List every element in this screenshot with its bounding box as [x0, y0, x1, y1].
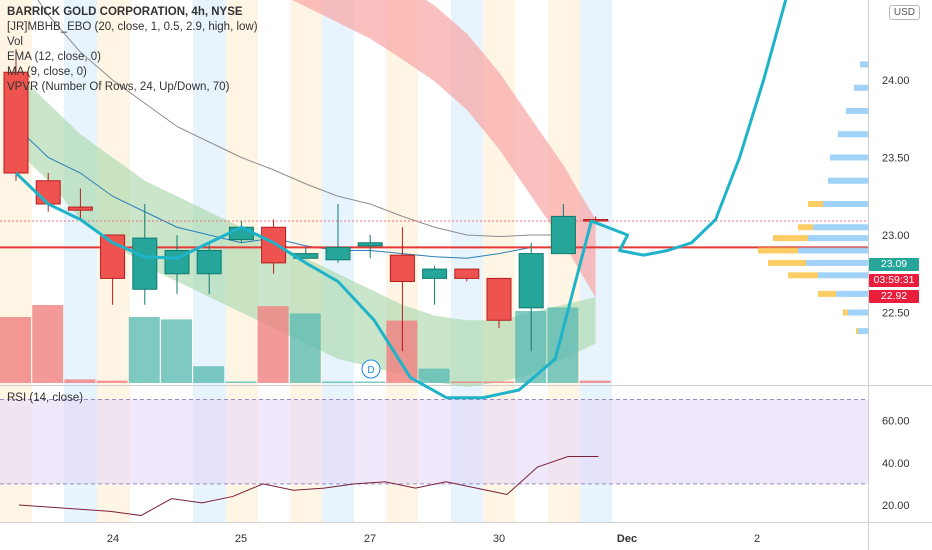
candle-body — [550, 215, 576, 255]
last-price-tag: 22.92 — [869, 290, 919, 303]
vpvr-row-up — [806, 259, 868, 266]
vpvr-row-up — [813, 224, 868, 231]
candle-body — [583, 219, 609, 222]
vpvr-row-down — [843, 309, 848, 316]
chart-title: BARRICK GOLD CORPORATION, 4h, NYSE — [7, 6, 243, 18]
candle-body — [422, 268, 448, 279]
vpvr-row-up — [860, 61, 868, 68]
vpvr-row-down — [808, 201, 823, 207]
volume-bar — [0, 317, 31, 383]
vpvr-row-up — [828, 177, 868, 184]
last-close-tag: 23.09 — [869, 258, 919, 271]
time-tick-label: 2 — [754, 533, 760, 545]
vpvr-row-up — [838, 131, 868, 138]
time-tick-label: 27 — [364, 533, 376, 545]
vpvr-row-up — [798, 247, 868, 254]
candle-body — [486, 277, 512, 321]
volume-bar — [418, 368, 450, 383]
vpvr-row-down — [856, 328, 858, 335]
time-tick-label: 30 — [493, 533, 505, 545]
candle-body — [357, 242, 383, 247]
indicator-vol[interactable]: Vol — [7, 36, 23, 48]
time-tick-label: 25 — [235, 533, 247, 545]
indicator-ma[interactable]: MA (9, close, 0) — [7, 66, 87, 78]
rsi-legend: RSI (14, close) — [7, 391, 83, 406]
countdown-tag: 03:59:31 — [869, 274, 919, 287]
indicator-ema[interactable]: EMA (12, close, 0) — [7, 51, 101, 63]
indicator-mbhb[interactable]: [JR]MBHB_EBO (20, close, 1, 0.5, 2.9, hi… — [7, 21, 258, 33]
volume-bar — [32, 305, 64, 383]
price-tick-label: 22.50 — [882, 308, 910, 320]
vpvr-row-up — [854, 84, 868, 91]
ema-line — [14, 0, 788, 400]
volume-bar — [128, 317, 160, 383]
time-tick-label: 24 — [107, 533, 119, 545]
volume-bar — [193, 366, 225, 383]
ma-slow-line — [37, 0, 564, 238]
vpvr-row-up — [836, 290, 868, 297]
rsi-tick-label: 60.00 — [882, 416, 910, 428]
volume-bar — [161, 319, 192, 383]
volume-bar — [96, 380, 128, 383]
candle-body — [518, 253, 544, 309]
vpvr-row-down — [758, 247, 798, 254]
vpvr-row-up — [823, 201, 868, 207]
volume-bar — [354, 381, 386, 383]
vpvr-row-up — [818, 272, 868, 279]
candle-body — [196, 250, 222, 275]
volume-bar — [289, 313, 321, 383]
vpvr-row-up — [848, 309, 868, 316]
price-tick-label: 24.00 — [882, 75, 910, 87]
currency-label[interactable]: USD — [888, 5, 920, 20]
vpvr-row-up — [830, 154, 868, 161]
candle-body — [67, 206, 93, 211]
upper-band — [292, 0, 596, 298]
volume-bar — [450, 381, 482, 383]
candle-body — [228, 226, 254, 241]
indicator-vpvr[interactable]: VPVR (Number Of Rows, 24, Up/Down, 70) — [7, 81, 230, 93]
dividend-marker-label: D — [367, 365, 374, 376]
vpvr-row-down — [768, 259, 806, 266]
dividend-marker — [361, 359, 381, 379]
vpvr-row-down — [818, 290, 836, 297]
candle-body — [132, 237, 158, 290]
time-tick-label: Dec — [617, 533, 637, 545]
volume-bar — [322, 381, 353, 383]
volume-bar — [483, 381, 514, 383]
rsi-band — [0, 399, 868, 484]
volume-bar — [579, 380, 611, 383]
price-tick-label: 23.50 — [882, 153, 910, 165]
price-tick-label: 23.00 — [882, 230, 910, 242]
rsi-title[interactable]: RSI (14, close) — [7, 392, 84, 404]
candle-body — [261, 226, 287, 264]
vpvr-row-down — [788, 272, 818, 279]
vpvr-row-down — [798, 224, 813, 231]
vpvr-row-up — [808, 235, 868, 242]
chart-legend: BARRICK GOLD CORPORATION, 4h, NYSE [JR]M… — [7, 5, 258, 95]
candle-body — [454, 268, 480, 279]
candle-body — [35, 180, 61, 205]
volume-bar — [257, 306, 289, 383]
candle-body — [325, 246, 351, 261]
volume-bar — [547, 307, 579, 383]
vpvr-row-up — [858, 328, 868, 335]
rsi-tick-label: 20.00 — [882, 500, 910, 512]
volume-bar — [225, 381, 257, 383]
rsi-tick-label: 40.00 — [882, 458, 910, 470]
volume-bar — [64, 379, 96, 383]
candle-body — [389, 254, 415, 282]
vpvr-row-down — [773, 235, 808, 242]
ma-line — [15, 126, 564, 259]
vpvr-row-up — [846, 108, 868, 114]
rsi-line — [18, 455, 599, 517]
